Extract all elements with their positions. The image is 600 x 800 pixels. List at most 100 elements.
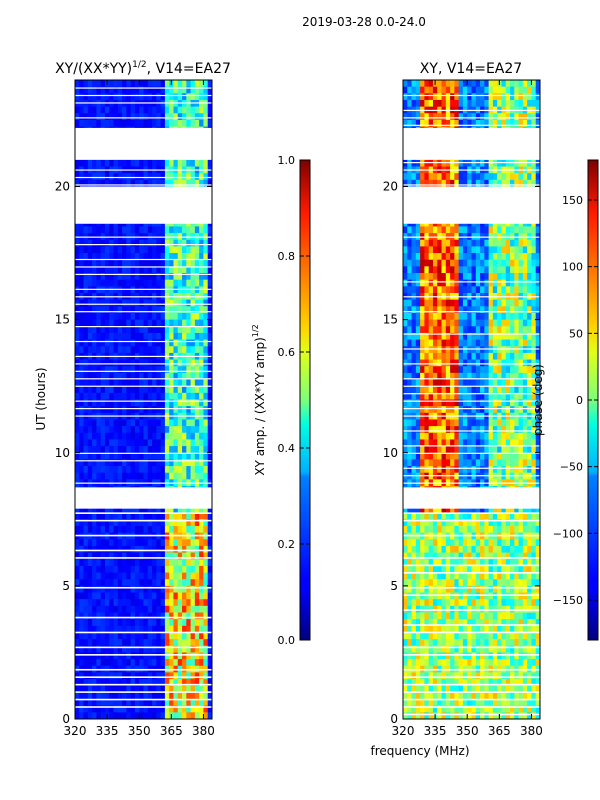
heatmap-cell <box>164 525 170 534</box>
heatmap-cell <box>152 366 157 374</box>
heatmap-cell <box>420 319 426 327</box>
heatmap-cell <box>130 439 136 447</box>
heatmap-cell <box>480 326 485 334</box>
heatmap-cell <box>130 93 136 101</box>
heatmap-cell <box>501 86 507 94</box>
heatmap-cell <box>109 113 115 121</box>
heatmap-cell <box>92 372 98 381</box>
heatmap-cell <box>454 386 460 394</box>
heatmap-cell <box>169 179 175 188</box>
heatmap-cell <box>505 386 511 394</box>
heatmap-cell <box>117 106 123 114</box>
heatmap-cell <box>535 406 540 414</box>
heatmap-cell <box>428 99 434 108</box>
heatmap-cell <box>109 559 115 567</box>
heatmap-cell <box>432 366 438 374</box>
heatmap-cell <box>488 253 494 261</box>
heatmap-cell <box>75 332 80 341</box>
flagged-row <box>75 184 212 186</box>
heatmap-cell <box>83 579 89 587</box>
heatmap-cell <box>152 239 157 248</box>
heatmap-cell <box>407 319 413 327</box>
heatmap-cell <box>126 525 132 534</box>
heatmap-cell <box>96 619 102 627</box>
heatmap-cell <box>79 299 85 307</box>
heatmap-cell <box>484 86 490 94</box>
heatmap-cell <box>207 625 212 634</box>
heatmap-cell <box>130 266 136 274</box>
heatmap-cell <box>126 612 132 620</box>
heatmap-cell <box>182 705 187 713</box>
heatmap-cell <box>79 366 85 374</box>
heatmap-cell <box>130 113 136 121</box>
heatmap-cell <box>122 366 127 374</box>
heatmap-cell <box>117 512 123 520</box>
heatmap-cell <box>462 253 468 261</box>
heatmap-cell <box>527 86 533 94</box>
heatmap-cell <box>75 299 80 307</box>
heatmap-cell <box>113 585 119 594</box>
heatmap-cell <box>531 266 537 274</box>
heatmap-cell <box>109 339 115 347</box>
heatmap-cell <box>87 359 93 367</box>
heatmap-cell <box>83 545 89 554</box>
heatmap-cell <box>467 173 473 181</box>
heatmap-cell <box>527 346 533 354</box>
heatmap-cell <box>518 312 524 321</box>
heatmap-cell <box>75 173 80 181</box>
heatmap-cell <box>445 226 451 234</box>
heatmap-cell <box>462 179 468 188</box>
heatmap-cell <box>143 326 149 334</box>
heatmap-cell <box>169 86 175 94</box>
heatmap-cell <box>518 426 524 434</box>
heatmap-cell <box>467 372 473 381</box>
heatmap-cell <box>505 86 511 94</box>
heatmap-cell <box>458 259 464 267</box>
heatmap-cell <box>475 346 481 354</box>
heatmap-cell <box>79 659 85 667</box>
heatmap-cell <box>134 332 140 341</box>
heatmap-cell <box>113 579 119 587</box>
heatmap-cell <box>475 226 481 234</box>
heatmap-cell <box>152 312 157 321</box>
heatmap-cell <box>514 386 520 394</box>
flagged-row <box>75 452 212 454</box>
heatmap-cell <box>75 279 80 287</box>
heatmap-cell <box>126 565 132 574</box>
heatmap-cell <box>122 466 127 474</box>
heatmap-cell <box>518 266 524 274</box>
heatmap-cell <box>203 106 209 114</box>
heatmap-cell <box>109 266 115 274</box>
heatmap-cell <box>147 432 153 441</box>
heatmap-cell <box>462 312 468 321</box>
heatmap-cell <box>527 399 533 407</box>
heatmap-cell <box>467 426 473 434</box>
heatmap-cell <box>424 326 430 334</box>
heatmap-cell <box>134 545 140 554</box>
heatmap-cell <box>445 99 451 108</box>
heatmap-cell <box>75 625 80 634</box>
heatmap-cell <box>113 439 119 447</box>
heatmap-cell <box>147 612 153 620</box>
heatmap-cell <box>156 705 162 713</box>
heatmap-cell <box>117 159 123 168</box>
heatmap-cell <box>109 519 115 527</box>
heatmap-cell <box>514 392 520 401</box>
heatmap-cell <box>143 605 149 614</box>
heatmap-cell <box>403 173 408 181</box>
heatmap-cell <box>492 246 498 254</box>
heatmap-cell <box>403 366 408 374</box>
heatmap-cell <box>203 179 209 188</box>
heatmap-cell <box>117 525 123 534</box>
heatmap-cell <box>424 386 430 394</box>
heatmap-cell <box>518 99 524 108</box>
heatmap-cell <box>164 552 170 560</box>
heatmap-cell <box>462 432 468 441</box>
heatmap-cell <box>203 645 209 654</box>
heatmap-cell <box>113 346 119 354</box>
heatmap-cell <box>79 459 85 467</box>
heatmap-cell <box>117 259 123 267</box>
heatmap-cell <box>173 80 179 88</box>
heatmap-cell <box>134 466 140 474</box>
heatmap-cell <box>130 519 136 527</box>
